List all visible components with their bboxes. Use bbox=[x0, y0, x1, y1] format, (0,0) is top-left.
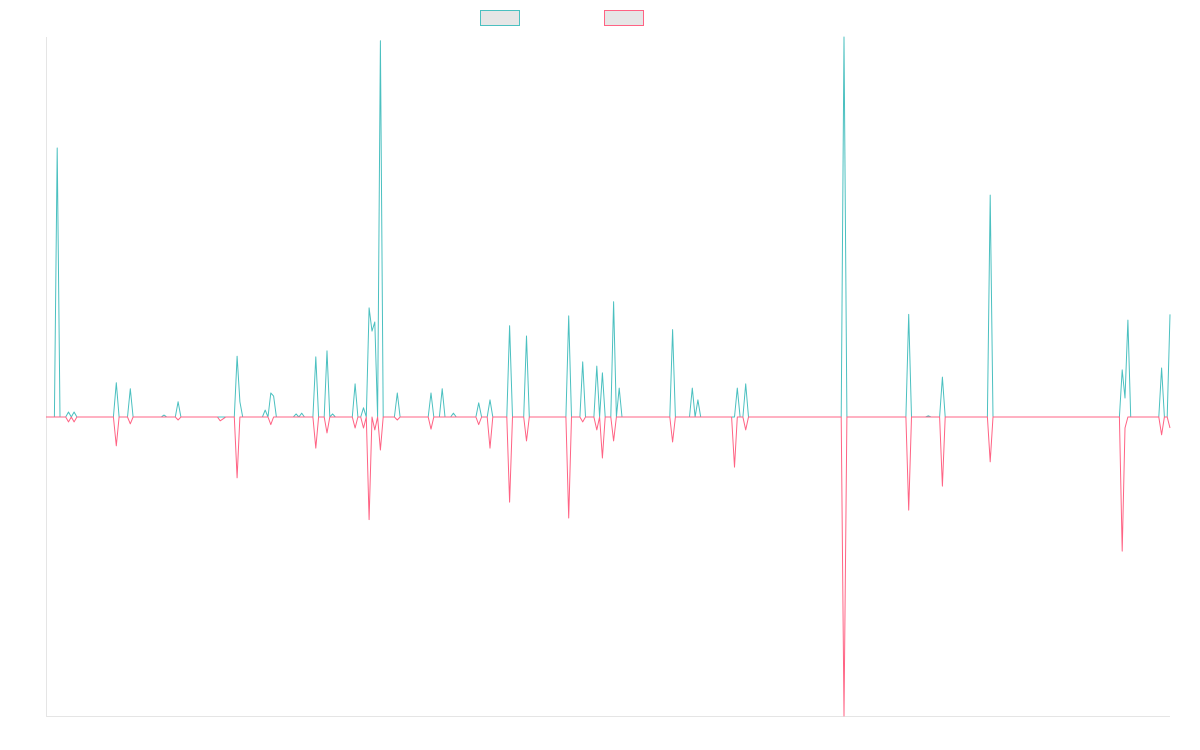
legend-series-2[interactable] bbox=[604, 10, 644, 26]
legend-series-1[interactable] bbox=[480, 10, 520, 26]
series-2-line bbox=[46, 416, 1171, 717]
series-1-line bbox=[46, 36, 1171, 418]
